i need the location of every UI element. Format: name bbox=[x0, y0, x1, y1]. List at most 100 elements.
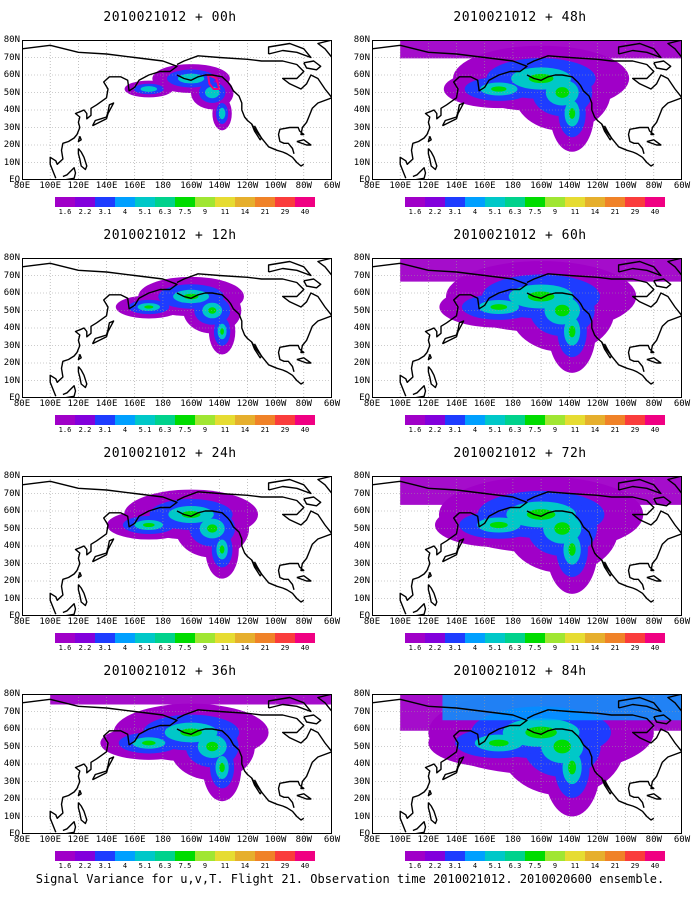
map-panel: 2010021012 + 36h 80N 70N 60N 50N 40N 30N 20N 10N… bbox=[0, 654, 350, 879]
lat-tick-label: 40N bbox=[353, 105, 370, 115]
variance-contour-peak bbox=[219, 545, 225, 554]
colorbar-swatch bbox=[235, 415, 255, 425]
colorbar-label: 40 bbox=[300, 644, 310, 652]
variance-contour-peak bbox=[208, 307, 217, 314]
lon-tick-label: 80E bbox=[13, 617, 31, 627]
coastline bbox=[77, 366, 88, 389]
colorbar-swatch bbox=[175, 633, 195, 643]
coastline bbox=[667, 694, 682, 729]
panel-title: 2010021012 + 60h bbox=[453, 228, 587, 243]
colorbar-swatch bbox=[115, 633, 135, 643]
lon-tick-label: 180 bbox=[504, 399, 522, 409]
colorbar-swatch bbox=[235, 633, 255, 643]
coastline bbox=[77, 148, 88, 171]
coastline bbox=[296, 575, 312, 582]
colorbar-label: 2.2 bbox=[428, 208, 442, 216]
colorbar-swatch bbox=[175, 851, 195, 861]
colorbar-label: 7.5 bbox=[178, 862, 192, 870]
colorbar-label: 14 bbox=[590, 426, 600, 434]
lon-tick-label: 140W bbox=[558, 399, 581, 409]
colorbar-swatch bbox=[505, 633, 525, 643]
lon-tick-label: 140E bbox=[445, 617, 468, 627]
colorbar-swatch bbox=[645, 851, 665, 861]
colorbar-swatch bbox=[485, 415, 505, 425]
colorbar-label: 21 bbox=[610, 426, 620, 434]
lon-tick-label: 160E bbox=[123, 399, 146, 409]
lat-tick-label: 10N bbox=[3, 811, 20, 822]
lon-tick-label: 120W bbox=[236, 399, 259, 409]
colorbar-label: 6.3 bbox=[158, 644, 172, 652]
colorbar-label: 14 bbox=[590, 862, 600, 870]
lat-tick-label: 20N bbox=[3, 576, 20, 586]
variance-map bbox=[22, 476, 332, 616]
colorbar-label: 40 bbox=[650, 862, 660, 870]
colorbar-swatch bbox=[155, 851, 175, 861]
lat-tick-label: 10N bbox=[3, 593, 20, 604]
lon-tick-label: 160W bbox=[530, 181, 552, 191]
lon-tick-label: 100W bbox=[264, 617, 287, 627]
colorbar-swatch bbox=[545, 415, 565, 425]
colorbar-swatch bbox=[255, 415, 275, 425]
lon-tick-label: 140E bbox=[445, 835, 468, 845]
variance-map bbox=[372, 40, 682, 180]
colorbar-label: 1.6 bbox=[58, 426, 72, 434]
colorbar-swatch bbox=[525, 415, 545, 425]
map-panel: 2010021012 + 72h 80N 70N 60N 50N 40N 30N 20N 10N… bbox=[350, 436, 700, 661]
coastline bbox=[601, 777, 613, 795]
colorbar-label: 9 bbox=[552, 644, 558, 652]
lat-tick-label: 70N bbox=[3, 706, 20, 717]
colorbar-label: 21 bbox=[610, 644, 620, 652]
lat-tick-label: EQ bbox=[9, 829, 20, 839]
lat-tick-label: 10N bbox=[3, 157, 20, 168]
colorbar-label: 4 bbox=[472, 426, 478, 434]
lon-tick-label: 180 bbox=[154, 617, 172, 627]
colorbar-label: 14 bbox=[240, 426, 250, 434]
lon-tick-label: 100E bbox=[389, 399, 412, 409]
map-panel: 2010021012 + 84h 80N 70N 60N 50N 40N 30N 20N 10N… bbox=[350, 654, 700, 879]
coastline bbox=[91, 538, 115, 563]
lat-tick-label: 20N bbox=[3, 140, 20, 150]
coastline bbox=[617, 696, 662, 713]
lat-tick-label: 80N bbox=[3, 471, 20, 481]
colorbar-swatch bbox=[135, 415, 155, 425]
coastline bbox=[176, 292, 305, 385]
colorbar-swatch bbox=[235, 197, 255, 207]
lon-tick-label: 60W bbox=[673, 399, 691, 409]
coastline bbox=[412, 167, 427, 180]
map-frame bbox=[372, 40, 682, 180]
lon-tick-label: 80W bbox=[295, 617, 312, 627]
lat-tick-label: 60N bbox=[353, 70, 370, 80]
lat-tick-label: 60N bbox=[353, 724, 370, 734]
variance-contour-peak bbox=[555, 87, 570, 98]
variance-contour-peak bbox=[527, 291, 555, 302]
colorbar-swatch bbox=[625, 415, 645, 425]
colorbar-swatch bbox=[505, 851, 525, 861]
lon-tick-label: 180 bbox=[504, 181, 522, 191]
coastline bbox=[653, 714, 672, 725]
coastline bbox=[617, 478, 662, 495]
lon-tick-label: 80E bbox=[13, 835, 31, 845]
lon-tick-label: 140E bbox=[95, 835, 118, 845]
lon-tick-label: 120W bbox=[236, 617, 259, 627]
colorbar-swatch bbox=[445, 415, 465, 425]
colorbar-swatch bbox=[605, 851, 625, 861]
colorbar-swatch bbox=[425, 197, 445, 207]
coastline bbox=[22, 44, 178, 179]
colorbar-swatch bbox=[565, 633, 585, 643]
colorbar-swatch bbox=[135, 633, 155, 643]
coastline bbox=[77, 572, 82, 579]
lon-tick-label: 140W bbox=[558, 835, 581, 845]
lat-tick-label: 20N bbox=[353, 794, 370, 804]
coastline bbox=[267, 260, 312, 277]
lat-tick-label: 60N bbox=[353, 506, 370, 516]
colorbar-label: 29 bbox=[280, 644, 290, 652]
variance-contour-peak bbox=[219, 762, 225, 773]
colorbar-label: 11 bbox=[220, 862, 230, 870]
variance-contour-peak bbox=[568, 543, 576, 556]
lat-tick-label: 10N bbox=[3, 375, 20, 386]
colorbar-swatch bbox=[645, 633, 665, 643]
lat-tick-label: 80N bbox=[3, 689, 20, 699]
lon-tick-label: 140E bbox=[95, 181, 118, 191]
variance-map bbox=[22, 258, 332, 398]
lon-tick-label: 80W bbox=[295, 835, 312, 845]
